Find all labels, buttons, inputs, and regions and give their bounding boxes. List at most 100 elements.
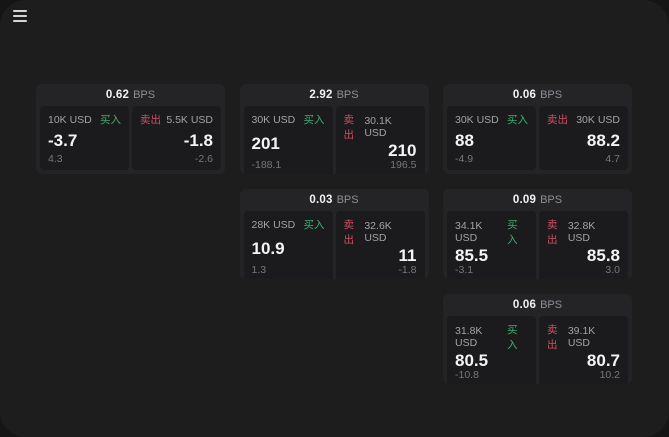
bps-header: 0.09 BPS <box>443 189 632 211</box>
bps-unit-label: BPS <box>540 299 563 311</box>
sell-side-label: 卖出 <box>140 114 161 126</box>
sell-delta-value: -2.6 <box>194 153 213 165</box>
bps-header: 0.03 BPS <box>240 189 429 211</box>
buy-side-label: 买入 <box>507 219 518 246</box>
buy-delta-value: 1.3 <box>251 264 267 276</box>
sell-panel-top: 卖出 5.5K USD <box>140 112 213 127</box>
buy-sell-panels: 28K USD 买入 10.9 1.3 卖出 32.6K USD 11 -1.8 <box>240 211 429 279</box>
bps-value: 0.06 <box>512 89 537 101</box>
buy-sell-panels: 30K USD 买入 201 -188.1 卖出 30.1K USD 210 1… <box>240 106 429 174</box>
sell-price-value: -1.8 <box>183 130 213 150</box>
sell-price-value: 210 <box>388 141 417 160</box>
buy-panel[interactable]: 30K USD 买入 201 -188.1 <box>243 106 333 174</box>
buy-sell-panels: 10K USD 买入 -3.7 4.3 卖出 5.5K USD -1.8 -2.… <box>36 106 225 174</box>
bps-unit-label: BPS <box>336 194 359 206</box>
sell-panel-top: 卖出 39.1K USD <box>547 322 620 352</box>
sell-panel[interactable]: 卖出 32.6K USD 11 -1.8 <box>335 211 425 279</box>
quote-card: 0.62 BPS 10K USD 买入 -3.7 4.3 卖出 5.5K USD… <box>36 84 225 174</box>
buy-panel-top: 28K USD 买入 <box>252 217 325 232</box>
buy-panel-top: 30K USD 买入 <box>252 112 325 127</box>
sell-delta-value: 196.5 <box>390 159 417 171</box>
buy-price-value: 88 <box>455 130 474 150</box>
hamburger-bar <box>13 15 27 17</box>
buy-panel-top: 30K USD 买入 <box>455 112 528 127</box>
sell-price-value: 11 <box>398 246 417 265</box>
bps-unit-label: BPS <box>540 89 563 101</box>
bps-header: 0.62 BPS <box>36 84 225 106</box>
buy-panel[interactable]: 31.8K USD 买入 80.5 -10.8 <box>447 316 536 384</box>
bps-value: 0.09 <box>512 194 537 206</box>
bps-unit-label: BPS <box>540 194 563 206</box>
buy-side-label: 买入 <box>507 114 528 126</box>
buy-amount-label: 30K USD <box>251 113 296 126</box>
sell-panel[interactable]: 卖出 30K USD 88.2 4.7 <box>539 106 628 170</box>
buy-panel-top: 34.1K USD 买入 <box>455 217 528 247</box>
buy-sell-panels: 30K USD 买入 88 -4.9 卖出 30K USD 88.2 4.7 <box>443 106 632 174</box>
sell-price-value: 80.7 <box>586 351 620 370</box>
quote-card: 0.06 BPS 30K USD 买入 88 -4.9 卖出 30K USD 8… <box>443 84 632 174</box>
buy-amount-label: 34.1K USD <box>455 220 483 244</box>
buy-delta-value: -3.1 <box>455 264 474 276</box>
buy-delta-value: 4.3 <box>48 153 63 165</box>
sell-amount-label: 32.6K USD <box>364 220 392 244</box>
quote-cards-grid: 0.62 BPS 10K USD 买入 -3.7 4.3 卖出 5.5K USD… <box>36 84 632 384</box>
sell-side-label: 卖出 <box>547 324 558 351</box>
sell-side-label: 卖出 <box>547 219 558 246</box>
buy-price-value: 80.5 <box>455 351 489 370</box>
buy-side-label: 买入 <box>507 324 518 351</box>
sell-panel-top: 卖出 32.8K USD <box>547 217 620 247</box>
buy-price-value: 201 <box>251 133 280 153</box>
sell-panel-top: 卖出 30K USD <box>547 112 620 127</box>
buy-side-label: 买入 <box>303 219 325 231</box>
sell-panel-top: 卖出 30.1K USD <box>344 112 417 142</box>
buy-delta-value: -188.1 <box>251 159 282 171</box>
quote-card: 0.03 BPS 28K USD 买入 10.9 1.3 卖出 32.6K US… <box>239 189 429 279</box>
sell-delta-value: 3.0 <box>605 264 620 276</box>
buy-price-value: 85.5 <box>455 246 489 265</box>
sell-price-value: 85.8 <box>586 246 620 265</box>
sell-amount-label: 32.8K USD <box>567 220 596 244</box>
sell-panel[interactable]: 卖出 5.5K USD -1.8 -2.6 <box>132 106 221 170</box>
sell-amount-label: 5.5K USD <box>166 113 213 126</box>
bps-unit-label: BPS <box>133 89 156 101</box>
buy-sell-panels: 34.1K USD 买入 85.5 -3.1 卖出 32.8K USD 85.8… <box>443 211 632 279</box>
buy-panel[interactable]: 28K USD 买入 10.9 1.3 <box>243 211 333 279</box>
quote-card: 0.09 BPS 34.1K USD 买入 85.5 -3.1 卖出 32.8K… <box>443 189 632 279</box>
bps-header: 2.92 BPS <box>240 84 429 106</box>
bps-header: 0.06 BPS <box>443 84 632 106</box>
buy-sell-panels: 31.8K USD 买入 80.5 -10.8 卖出 39.1K USD 80.… <box>443 316 632 384</box>
sell-side-label: 卖出 <box>343 114 355 141</box>
buy-price-value: 10.9 <box>251 238 285 258</box>
buy-panel[interactable]: 34.1K USD 买入 85.5 -3.1 <box>447 211 536 279</box>
sell-panel[interactable]: 卖出 32.8K USD 85.8 3.0 <box>539 211 628 279</box>
sell-amount-label: 30K USD <box>576 113 620 126</box>
bps-value: 0.62 <box>105 89 130 101</box>
sell-panel[interactable]: 卖出 39.1K USD 80.7 10.2 <box>539 316 628 384</box>
buy-amount-label: 31.8K USD <box>455 325 483 349</box>
buy-price-value: -3.7 <box>48 130 78 150</box>
hamburger-bar <box>13 10 27 12</box>
quote-card: 2.92 BPS 30K USD 买入 201 -188.1 卖出 30.1K … <box>239 84 429 174</box>
sell-delta-value: -1.8 <box>398 264 417 276</box>
buy-panel-top: 31.8K USD 买入 <box>455 322 528 352</box>
bps-unit-label: BPS <box>336 89 359 101</box>
sell-amount-label: 39.1K USD <box>567 325 596 349</box>
buy-side-label: 买入 <box>100 114 121 126</box>
hamburger-bar <box>13 20 27 22</box>
sell-side-label: 卖出 <box>343 219 355 246</box>
sell-panel[interactable]: 卖出 30.1K USD 210 196.5 <box>335 106 425 174</box>
quote-card: 0.06 BPS 31.8K USD 买入 80.5 -10.8 卖出 39.1… <box>443 294 632 384</box>
sell-price-value: 88.2 <box>586 130 620 150</box>
buy-side-label: 买入 <box>303 114 325 126</box>
sell-side-label: 卖出 <box>547 114 568 126</box>
sell-delta-value: 4.7 <box>605 153 620 165</box>
buy-amount-label: 30K USD <box>455 113 499 126</box>
hamburger-menu-icon[interactable] <box>13 8 31 24</box>
buy-delta-value: -4.9 <box>455 153 474 165</box>
buy-panel[interactable]: 10K USD 买入 -3.7 4.3 <box>40 106 129 170</box>
buy-panel-top: 10K USD 买入 <box>48 112 121 127</box>
buy-panel[interactable]: 30K USD 买入 88 -4.9 <box>447 106 536 170</box>
sell-delta-value: 10.2 <box>599 369 620 381</box>
bps-value: 0.03 <box>309 194 333 206</box>
